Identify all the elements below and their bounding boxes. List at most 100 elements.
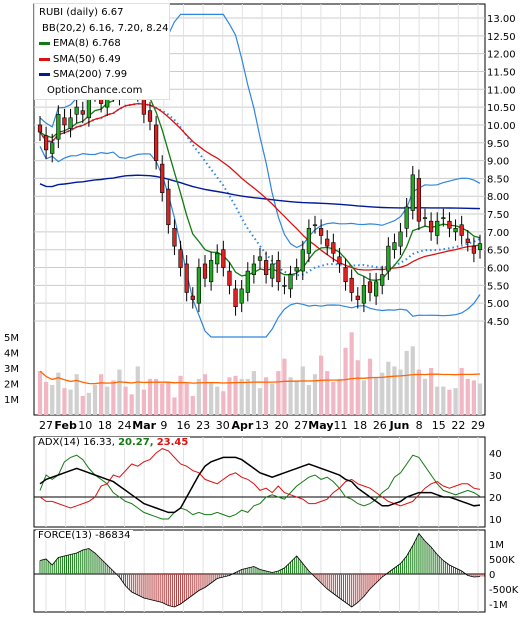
- x-tick-label: 20: [275, 419, 289, 432]
- candle-body: [147, 110, 153, 122]
- adx-pdi-value: 20.27,: [118, 437, 154, 448]
- candle-body: [416, 178, 421, 222]
- volume-bar: [392, 366, 397, 415]
- force-label: FORCE(13) -86834: [36, 530, 133, 541]
- volume-ma-line: [39, 370, 481, 385]
- candle-body: [270, 263, 275, 279]
- volume-tick-label: 1M: [4, 395, 19, 406]
- volume-bar: [264, 377, 269, 415]
- volume-bar: [343, 347, 348, 415]
- candle-body: [282, 285, 287, 287]
- legend-bb: BB(20,2) 6.16, 7.20, 8.24: [42, 22, 169, 34]
- volume-bar: [349, 332, 354, 415]
- volume-bar: [99, 374, 104, 415]
- volume-bar: [294, 380, 299, 415]
- volume-bar: [465, 378, 470, 415]
- volume-bar: [416, 369, 421, 415]
- candle-body: [374, 281, 379, 297]
- volume-bar: [215, 386, 220, 415]
- force-tick-label: 500K: [489, 555, 515, 566]
- candle-body: [172, 228, 177, 247]
- volume-bar: [361, 380, 366, 415]
- candle-body: [398, 231, 403, 247]
- price-tick-label: 6.00: [487, 264, 509, 275]
- adx-mdi-value: 23.45: [156, 437, 189, 448]
- candle-body: [459, 224, 464, 236]
- volume-bar: [117, 369, 122, 415]
- adx-tick-label: 20: [489, 493, 502, 504]
- volume-bar: [441, 386, 446, 415]
- x-tick-label: 18: [98, 419, 112, 432]
- volume-bar: [288, 377, 293, 415]
- volume-bar: [251, 371, 256, 415]
- legend-sma200: SMA(200) 7.99: [39, 67, 163, 83]
- legend-sma50: SMA(50) 6.49: [39, 52, 163, 68]
- candle-body: [477, 243, 483, 251]
- adx-label: ADX(14) 16.33, 20.27, 23.45: [36, 437, 191, 448]
- force-tick-label: -500K: [489, 585, 519, 596]
- candle-body: [325, 238, 330, 247]
- volume-bar: [50, 385, 55, 415]
- volume-bar: [202, 374, 208, 415]
- volume-bar: [111, 380, 116, 415]
- volume-tick-label: 4M: [4, 349, 19, 360]
- volume-bar: [374, 377, 379, 415]
- volume-bar: [56, 372, 61, 415]
- volume-bar: [44, 381, 49, 415]
- volume-bar: [239, 378, 244, 415]
- candle-body: [422, 217, 428, 219]
- volume-bar: [459, 368, 464, 415]
- x-tick-label: May: [308, 419, 333, 432]
- adx-line: [39, 456, 481, 514]
- candle-body: [294, 267, 299, 272]
- candle-body: [50, 142, 55, 154]
- candle-body: [227, 270, 232, 286]
- x-tick-label: Feb: [54, 419, 77, 432]
- candle-body: [166, 188, 171, 226]
- volume-tick-label: 3M: [4, 364, 19, 375]
- price-tick-label: 12.50: [487, 32, 516, 43]
- x-tick-label: Apr: [231, 419, 253, 432]
- candle-body: [404, 206, 409, 229]
- candle-body: [74, 106, 79, 115]
- candle-body: [429, 220, 434, 233]
- x-tick-label: Jun: [389, 419, 410, 432]
- candle-body: [160, 163, 165, 193]
- candle-body: [361, 285, 366, 304]
- price-tick-label: 10.00: [487, 121, 516, 132]
- x-tick-label: 26: [373, 419, 387, 432]
- volume-tick-label: 2M: [4, 380, 19, 391]
- candle-body: [215, 252, 220, 265]
- price-tick-label: 6.50: [487, 246, 509, 257]
- x-tick-label: 27: [39, 419, 53, 432]
- candle-body: [233, 288, 238, 308]
- volume-bar: [147, 378, 153, 415]
- price-tick-label: 5.00: [487, 299, 509, 310]
- adx-minus-di-line: [39, 448, 481, 509]
- candle-body: [471, 245, 476, 254]
- candle-body: [257, 256, 263, 261]
- force-tick-label: -1M: [489, 600, 508, 611]
- candle-body: [386, 245, 391, 272]
- price-tick-label: 12.00: [487, 50, 516, 61]
- price-tick-label: 7.00: [487, 228, 509, 239]
- volume-bar: [270, 383, 275, 415]
- candle-body: [288, 274, 293, 290]
- candle-body: [410, 174, 415, 211]
- x-tick-label: 15: [432, 419, 446, 432]
- candle-body: [343, 267, 348, 283]
- volume-bar: [80, 395, 85, 415]
- candle-body: [190, 295, 195, 300]
- price-tick-label: 10.50: [487, 103, 516, 114]
- candle-body: [300, 249, 305, 272]
- candle-body: [44, 135, 49, 151]
- price-tick-label: 8.50: [487, 174, 509, 185]
- candle-body: [367, 281, 373, 293]
- x-tick-label: Mar: [132, 419, 156, 432]
- force-tick-label: 0: [489, 570, 495, 581]
- x-tick-label: 30: [216, 419, 230, 432]
- candle-body: [178, 249, 183, 268]
- candle-body: [331, 242, 336, 254]
- volume-bar: [62, 388, 67, 415]
